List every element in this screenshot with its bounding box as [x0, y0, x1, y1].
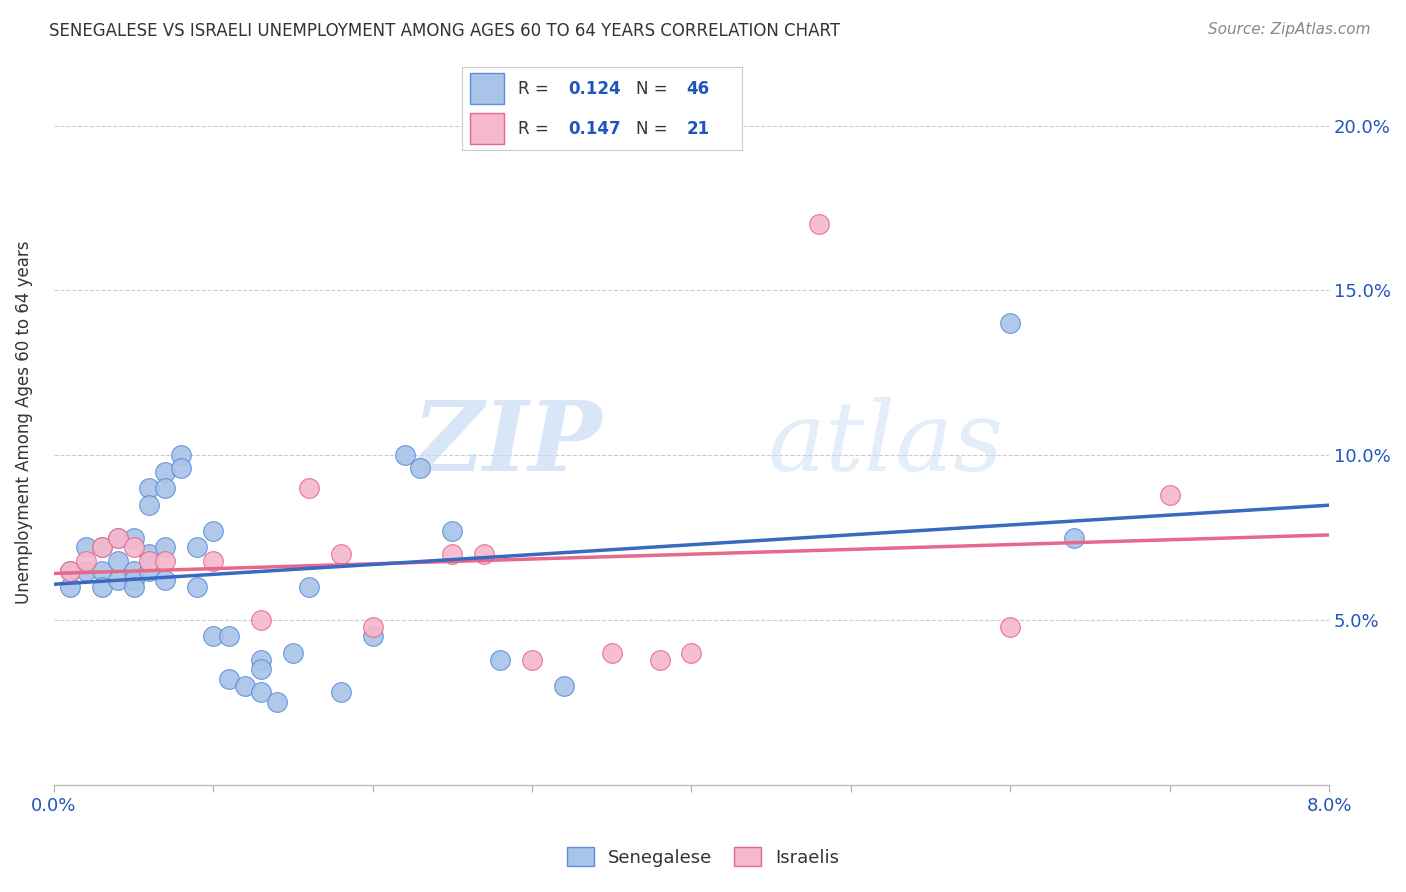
Point	[202, 553, 225, 567]
Point	[250, 662, 273, 676]
Point	[122, 580, 145, 594]
Text: Source: ZipAtlas.com: Source: ZipAtlas.com	[1208, 22, 1371, 37]
Point	[107, 531, 129, 545]
Point	[1000, 316, 1022, 330]
Point	[138, 564, 160, 578]
Point	[361, 629, 384, 643]
Point	[298, 580, 321, 594]
Point	[107, 531, 129, 545]
Point	[90, 541, 112, 555]
Point	[59, 564, 82, 578]
Point	[1000, 619, 1022, 633]
Point	[155, 481, 177, 495]
Point	[266, 695, 288, 709]
Point	[600, 646, 623, 660]
Point	[90, 580, 112, 594]
Point	[250, 652, 273, 666]
Point	[155, 553, 177, 567]
Point	[329, 547, 352, 561]
Point	[138, 553, 160, 567]
Point	[218, 629, 240, 643]
Point	[1159, 488, 1181, 502]
Point	[394, 448, 416, 462]
Point	[250, 613, 273, 627]
Point	[155, 541, 177, 555]
Point	[122, 564, 145, 578]
Point	[489, 652, 512, 666]
Point	[122, 574, 145, 588]
Point	[409, 461, 432, 475]
Point	[107, 574, 129, 588]
Point	[122, 531, 145, 545]
Point	[75, 553, 97, 567]
Point	[170, 461, 193, 475]
Point	[122, 541, 145, 555]
Point	[202, 629, 225, 643]
Point	[186, 580, 208, 594]
Text: SENEGALESE VS ISRAELI UNEMPLOYMENT AMONG AGES 60 TO 64 YEARS CORRELATION CHART: SENEGALESE VS ISRAELI UNEMPLOYMENT AMONG…	[49, 22, 841, 40]
Point	[472, 547, 495, 561]
Point	[155, 465, 177, 479]
Point	[681, 646, 703, 660]
Point	[138, 481, 160, 495]
Point	[233, 679, 256, 693]
Point	[250, 685, 273, 699]
Point	[186, 541, 208, 555]
Y-axis label: Unemployment Among Ages 60 to 64 years: Unemployment Among Ages 60 to 64 years	[15, 241, 32, 604]
Point	[281, 646, 304, 660]
Point	[170, 448, 193, 462]
Point	[59, 564, 82, 578]
Point	[298, 481, 321, 495]
Legend: Senegalese, Israelis: Senegalese, Israelis	[560, 840, 846, 874]
Point	[648, 652, 671, 666]
Text: atlas: atlas	[768, 397, 1004, 491]
Point	[441, 524, 464, 538]
Point	[553, 679, 575, 693]
Point	[155, 574, 177, 588]
Point	[75, 541, 97, 555]
Point	[808, 218, 831, 232]
Point	[107, 553, 129, 567]
Point	[59, 580, 82, 594]
Point	[90, 564, 112, 578]
Point	[441, 547, 464, 561]
Point	[1063, 531, 1085, 545]
Point	[329, 685, 352, 699]
Point	[218, 673, 240, 687]
Point	[75, 564, 97, 578]
Point	[138, 498, 160, 512]
Point	[520, 652, 543, 666]
Point	[202, 524, 225, 538]
Point	[138, 547, 160, 561]
Point	[90, 541, 112, 555]
Point	[361, 619, 384, 633]
Text: ZIP: ZIP	[412, 397, 602, 491]
